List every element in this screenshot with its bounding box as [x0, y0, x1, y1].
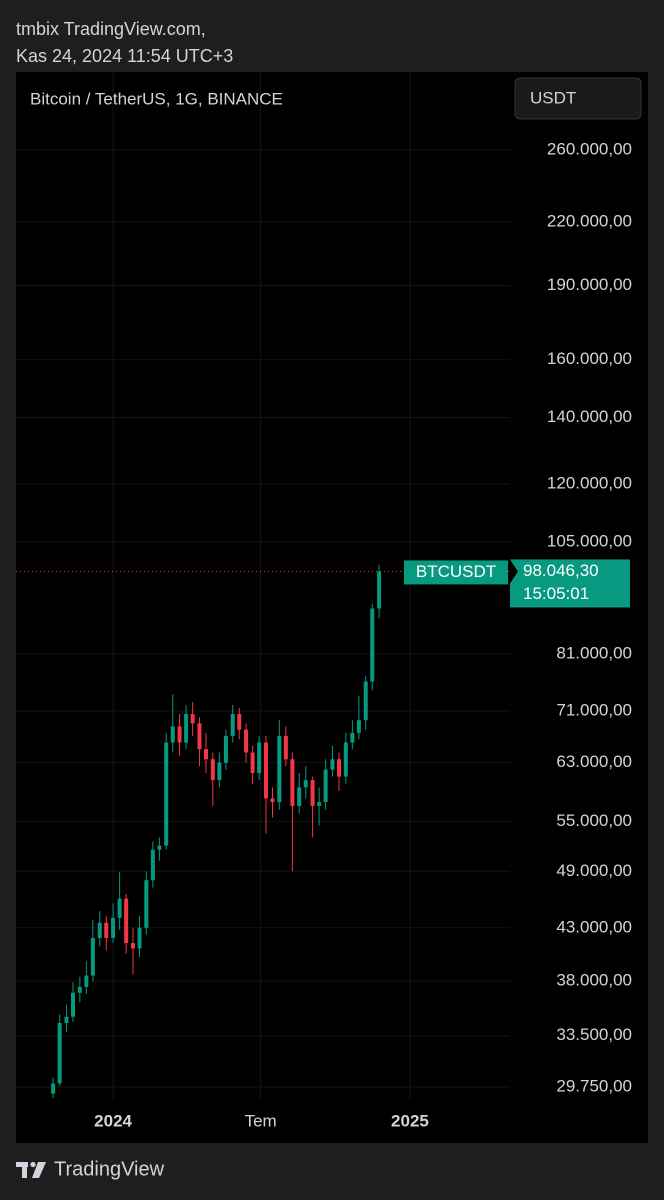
- candle-body: [297, 787, 302, 806]
- candle-body: [370, 608, 375, 682]
- price-tag: [510, 559, 630, 608]
- chart-title: Bitcoin / TetherUS, 1G, BINANCE: [30, 89, 283, 108]
- candle-body: [303, 780, 308, 788]
- candle-body: [184, 714, 189, 743]
- candle-body: [97, 922, 102, 938]
- chart-panel: [16, 72, 648, 1143]
- candle-body: [230, 714, 235, 737]
- currency-label[interactable]: USDT: [530, 88, 576, 107]
- y-tick-label: 220.000,00: [547, 212, 632, 231]
- x-tick-label: 2025: [391, 1111, 429, 1130]
- y-tick-label: 120.000,00: [547, 474, 632, 493]
- candle-body: [330, 759, 335, 770]
- candle-body: [90, 937, 95, 976]
- candle-body: [290, 759, 295, 806]
- candle-body: [323, 769, 328, 803]
- candle-body: [197, 723, 202, 750]
- header-timestamp: Kas 24, 2024 11:54 UTC+3: [16, 46, 233, 66]
- y-tick-label: 190.000,00: [547, 275, 632, 294]
- x-tick-label: Tem: [245, 1111, 277, 1130]
- candle-body: [217, 762, 222, 781]
- currency-button[interactable]: [514, 77, 642, 120]
- candle-body: [270, 798, 275, 803]
- candle-body: [363, 681, 368, 721]
- y-tick-label: 63.000,00: [556, 752, 632, 771]
- candle-body: [111, 917, 116, 938]
- price-tag-arrow: [510, 559, 518, 584]
- candle-body: [157, 845, 162, 850]
- candle-body: [177, 726, 182, 743]
- candle-body: [356, 720, 361, 733]
- candle-body: [170, 726, 175, 743]
- y-tick-label: 33.500,00: [556, 1025, 632, 1044]
- candle-body: [190, 714, 195, 724]
- y-tick-label: 260.000,00: [547, 139, 632, 158]
- candle-body: [71, 992, 75, 1017]
- candle-body: [343, 742, 348, 777]
- candle-body: [77, 986, 82, 993]
- candle-body: [84, 975, 89, 987]
- y-tick-label: 29.750,00: [556, 1077, 632, 1096]
- candle-body: [130, 943, 135, 949]
- candle-body: [210, 759, 215, 781]
- footer-brand: TradingView: [54, 1158, 165, 1180]
- candle-body: [310, 780, 315, 806]
- candle-body: [283, 736, 288, 760]
- candle-body: [237, 714, 242, 730]
- candle-body: [277, 736, 282, 803]
- candle-body: [204, 749, 208, 760]
- countdown-label: 15:05:01: [523, 584, 589, 603]
- candle-body: [244, 729, 249, 753]
- candle-body: [137, 927, 142, 949]
- y-tick-label: 160.000,00: [547, 349, 632, 368]
- y-tick-label: 140.000,00: [547, 407, 632, 426]
- candle-body: [250, 752, 255, 774]
- candle-body: [337, 759, 341, 777]
- candle-body: [223, 736, 228, 763]
- candle-body: [377, 571, 382, 609]
- header-user: tmbix TradingView.com,: [16, 19, 206, 39]
- y-tick-label: 43.000,00: [556, 917, 632, 936]
- symbol-tag: [404, 560, 508, 585]
- candle-body: [64, 1016, 69, 1023]
- candle-body: [350, 732, 355, 743]
- y-tick-label: 49.000,00: [556, 861, 632, 880]
- x-tick-label: 2024: [94, 1111, 132, 1130]
- candle-body: [317, 802, 322, 806]
- y-tick-label: 71.000,00: [556, 700, 632, 719]
- candle-body: [144, 880, 149, 928]
- y-tick-label: 55.000,00: [556, 811, 632, 830]
- symbol-label: BTCUSDT: [416, 562, 496, 581]
- candle-body: [150, 849, 155, 881]
- y-tick-label: 105.000,00: [547, 531, 632, 550]
- candle-body: [51, 1083, 56, 1094]
- candle-body: [257, 742, 262, 774]
- candle-body: [104, 922, 109, 938]
- candle-body: [124, 898, 129, 944]
- candle-body: [117, 898, 122, 918]
- candle-body: [57, 1022, 62, 1084]
- y-tick-label: 38.000,00: [556, 971, 632, 990]
- footer-logo: [16, 1161, 46, 1178]
- y-tick-label: 81.000,00: [556, 643, 632, 662]
- last-price-label: 98.046,30: [523, 561, 599, 580]
- candle-body: [263, 742, 268, 799]
- candle-body: [164, 742, 169, 846]
